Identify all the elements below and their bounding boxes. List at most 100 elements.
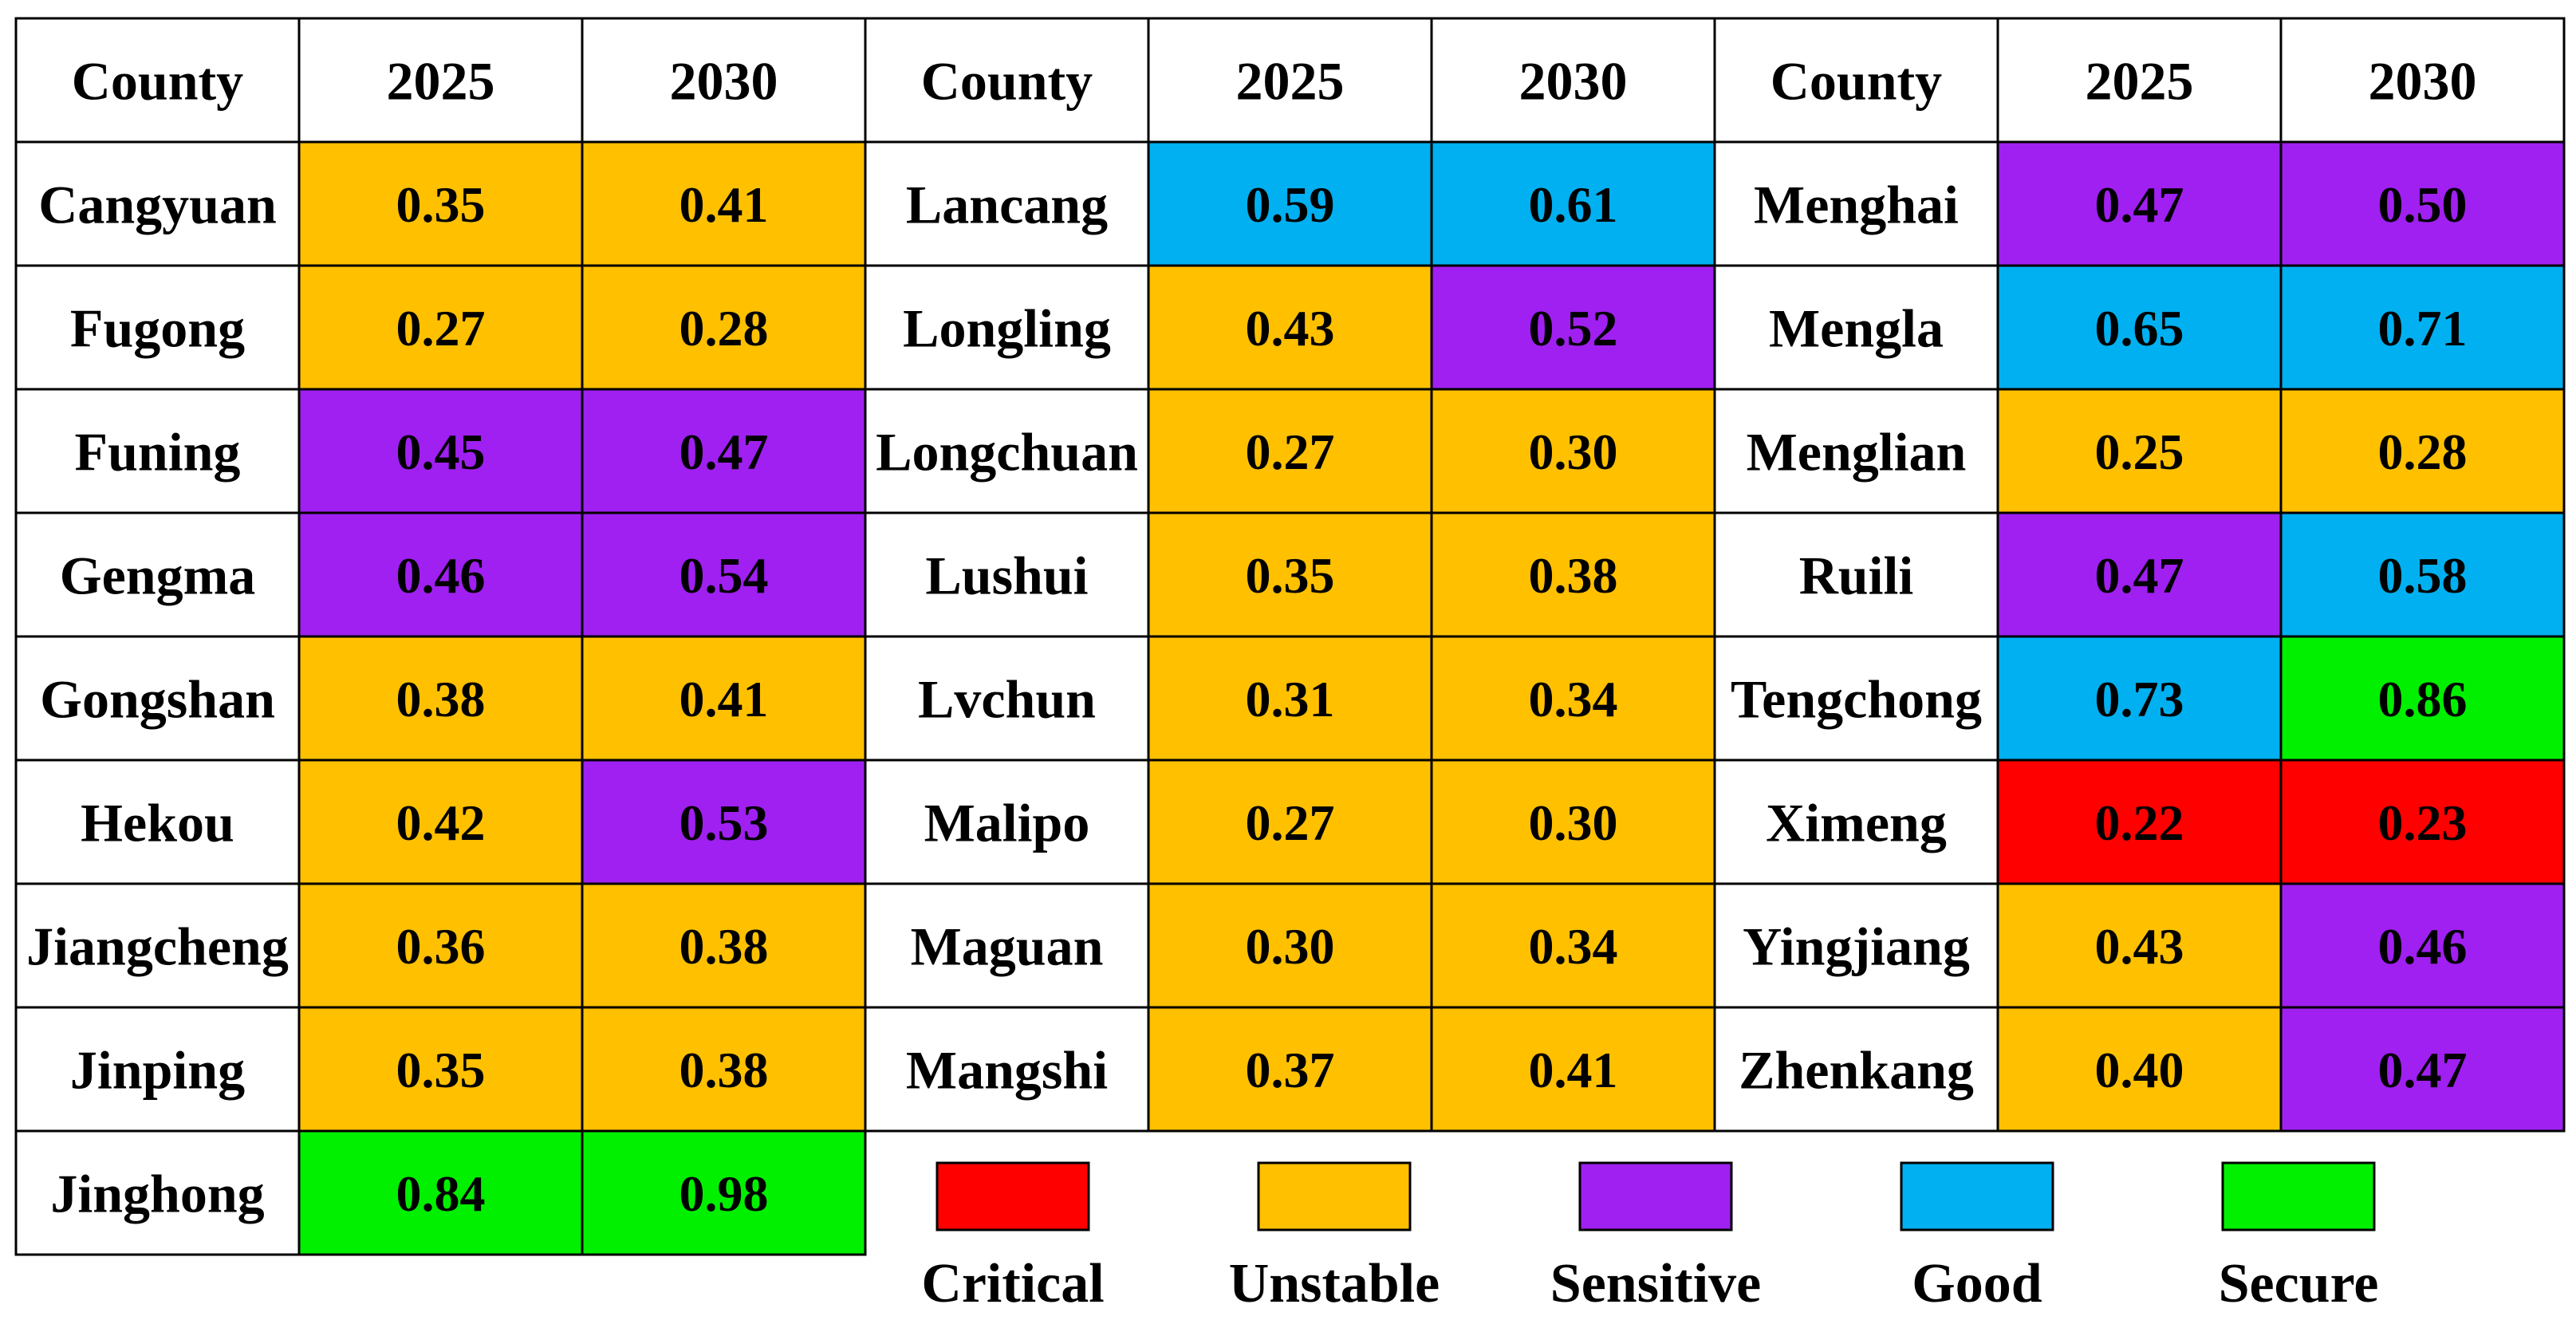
- value-2025-cell-bg: [1996, 1006, 2283, 1133]
- legend-swatch-critical: [935, 1161, 1090, 1231]
- county-cell-bg: [14, 140, 301, 267]
- value-2025-cell-bg: [297, 882, 584, 1009]
- value-2025-cell: 0.31: [1246, 671, 1335, 727]
- value-2025-cell: 0.45: [396, 424, 486, 480]
- value-2030-cell: 0.30: [1529, 794, 1618, 851]
- county-cell: Longling: [903, 298, 1111, 358]
- county-cell: Gongshan: [40, 668, 275, 729]
- value-2025-cell: 0.38: [396, 671, 486, 727]
- value-2030-cell-bg: [1430, 635, 1716, 762]
- county-cell-bg: [14, 882, 301, 1009]
- county-cell: Tengchong: [1731, 668, 1982, 729]
- legend-label-secure: Secure: [2219, 1253, 2379, 1314]
- county-cell-bg: [1713, 264, 1999, 391]
- county-cell: Menglian: [1747, 421, 1967, 482]
- value-2030-cell: 0.34: [1529, 671, 1618, 727]
- value-2025-cell-bg: [297, 635, 584, 762]
- county-cell: Ruili: [1799, 545, 1914, 605]
- value-2025-cell: 0.27: [1246, 424, 1335, 480]
- value-2030-cell-bg: [581, 388, 867, 514]
- county-cell: Menghai: [1754, 174, 1959, 234]
- value-2030-cell-bg: [2279, 264, 2566, 391]
- value-2025-cell: 0.27: [396, 300, 486, 357]
- value-2030-cell: 0.47: [679, 424, 769, 480]
- value-2030-cell: 0.41: [679, 176, 769, 233]
- value-2025-cell: 0.46: [396, 547, 486, 604]
- value-2025-cell-bg: [297, 511, 584, 638]
- value-2030-cell: 0.28: [2378, 424, 2468, 480]
- value-2025-cell: 0.47: [2095, 547, 2184, 604]
- value-2030-cell: 0.50: [2378, 176, 2468, 233]
- value-2030-cell: 0.34: [1529, 918, 1618, 975]
- county-cell-bg: [864, 511, 1150, 638]
- value-2025-cell: 0.43: [1246, 300, 1335, 357]
- value-2030-cell-bg: [2279, 759, 2566, 885]
- value-2030-cell: 0.52: [1529, 300, 1618, 357]
- value-2025-cell-bg: [1996, 635, 2283, 762]
- county-cell: Gengma: [60, 545, 256, 605]
- value-2030-cell: 0.41: [1529, 1042, 1618, 1098]
- county-cell: Mengla: [1769, 298, 1944, 358]
- county-cell-bg: [1713, 1006, 1999, 1133]
- value-2030-cell-bg: [1430, 759, 1716, 885]
- county-cell: Lvchun: [918, 668, 1096, 729]
- county-cell: Longchuan: [876, 421, 1138, 482]
- value-2030-cell-bg: [1430, 1006, 1716, 1133]
- value-2030-cell-bg: [581, 511, 867, 638]
- value-2025-cell: 0.27: [1246, 794, 1335, 851]
- county-cell-bg: [864, 882, 1150, 1009]
- value-2030-cell: 0.30: [1529, 424, 1618, 480]
- value-2025-cell: 0.35: [396, 1042, 486, 1098]
- header-cell-bg: [864, 17, 1150, 144]
- legend-label-critical: Critical: [921, 1253, 1104, 1314]
- legend-swatch-sensitive: [1578, 1161, 1733, 1231]
- county-cell-bg: [1713, 759, 1999, 885]
- value-2030-cell-bg: [1430, 140, 1716, 267]
- county-cell: Cangyuan: [38, 174, 277, 234]
- county-cell-bg: [1713, 635, 1999, 762]
- header-cell: 2030: [670, 50, 778, 111]
- value-2030-cell: 0.47: [2378, 1042, 2468, 1098]
- value-2025-cell: 0.22: [2095, 794, 2184, 851]
- county-cell: Funing: [75, 421, 241, 482]
- county-cell-bg: [864, 264, 1150, 391]
- value-2030-cell-bg: [2279, 511, 2566, 638]
- county-cell: Ximeng: [1766, 792, 1947, 853]
- value-2030-cell: 0.23: [2378, 794, 2468, 851]
- value-2025-cell: 0.47: [2095, 176, 2184, 233]
- value-2025-cell-bg: [1147, 140, 1433, 267]
- value-2025-cell-bg: [297, 1129, 584, 1256]
- value-2025-cell: 0.35: [396, 176, 486, 233]
- header-cell: 2025: [1236, 50, 1345, 111]
- legend-label-unstable: Unstable: [1229, 1253, 1440, 1314]
- county-cell: Lancang: [906, 174, 1108, 234]
- legend-label-sensitive: Sensitive: [1550, 1253, 1761, 1314]
- county-cell-bg: [14, 635, 301, 762]
- value-2030-cell-bg: [2279, 635, 2566, 762]
- county-cell: Maguan: [911, 916, 1104, 976]
- legend-swatch-secure: [2221, 1161, 2376, 1231]
- value-2030-cell: 0.38: [679, 918, 769, 975]
- county-cell: Hekou: [81, 792, 234, 853]
- value-2025-cell-bg: [1147, 1006, 1433, 1133]
- value-2030-cell: 0.98: [679, 1165, 769, 1222]
- value-2025-cell: 0.59: [1246, 176, 1335, 233]
- county-cell-bg: [864, 635, 1150, 762]
- value-2025-cell: 0.36: [396, 918, 486, 975]
- value-2025-cell-bg: [1996, 759, 2283, 885]
- header-cell: 2025: [387, 50, 495, 111]
- header-cell: County: [1771, 50, 1942, 111]
- value-2030-cell-bg: [1430, 511, 1716, 638]
- county-cell: Fugong: [70, 298, 245, 358]
- county-cell-bg: [14, 759, 301, 885]
- value-2030-cell: 0.38: [1529, 547, 1618, 604]
- county-cell-bg: [1713, 140, 1999, 267]
- value-2025-cell-bg: [1147, 511, 1433, 638]
- value-2025-cell: 0.43: [2095, 918, 2184, 975]
- county-cell: Mangshi: [906, 1039, 1108, 1100]
- county-cell-bg: [14, 1006, 301, 1133]
- county-cell: Jinghong: [50, 1163, 264, 1224]
- value-2025-cell: 0.40: [2095, 1042, 2184, 1098]
- value-2030-cell-bg: [2279, 1006, 2566, 1133]
- header-cell: 2030: [1519, 50, 1628, 111]
